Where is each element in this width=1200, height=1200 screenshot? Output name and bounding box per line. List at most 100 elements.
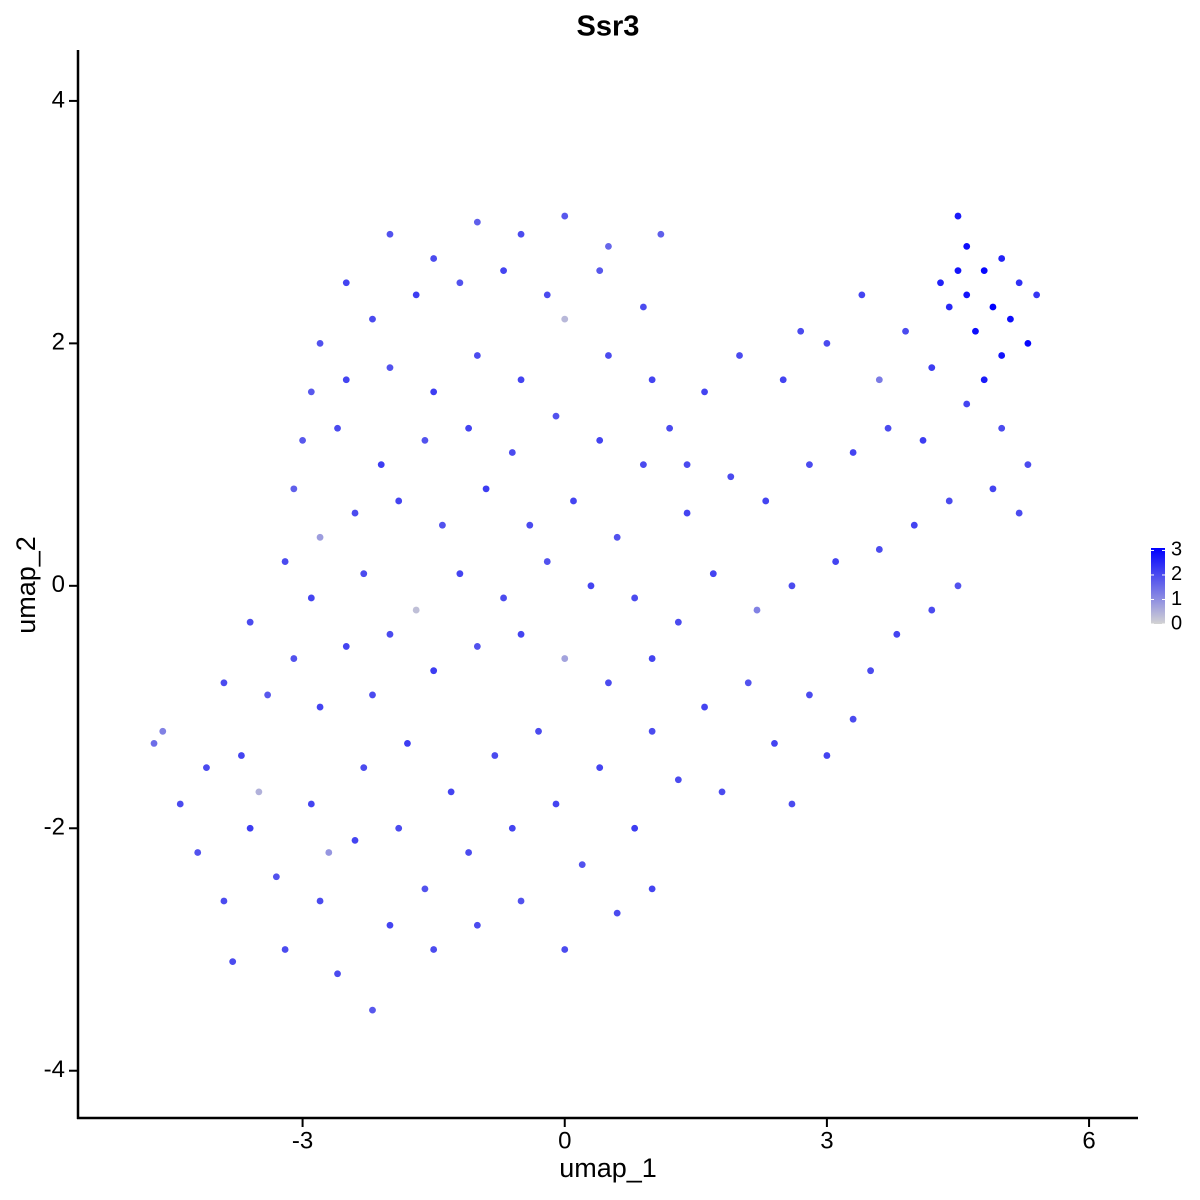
point [744,679,752,687]
point [194,849,202,856]
point [963,400,971,408]
point [281,558,289,565]
point [875,376,883,384]
colorbar-label: 2 [1171,563,1182,585]
point [246,824,254,832]
point [404,740,411,747]
point [919,436,927,444]
point [980,267,988,275]
point [648,655,656,662]
point [561,212,569,220]
point [806,691,813,699]
point [596,267,604,275]
point [910,521,918,529]
point [316,703,324,711]
point [674,776,682,784]
point [342,279,350,287]
point [447,788,455,796]
point [561,315,569,323]
point [1033,291,1041,299]
point [928,606,936,614]
point [648,885,656,893]
point [430,388,438,396]
point [657,230,665,238]
point [473,218,481,226]
point [473,643,481,650]
colorbar-label: 0 [1171,612,1182,634]
point [272,873,280,881]
point [605,679,612,687]
point [290,655,298,662]
point [491,752,499,759]
point [552,412,560,420]
point [762,497,770,505]
point [613,909,621,917]
colorbar-label: 1 [1171,588,1182,610]
point [561,655,569,662]
point [386,230,394,238]
point [980,376,988,384]
point [369,315,376,323]
point [517,376,525,384]
point [386,630,394,638]
point [386,921,394,929]
point [666,424,674,432]
point [963,242,971,250]
point [290,485,298,493]
point [203,764,210,772]
point [639,461,647,468]
colorbar-label: 3 [1171,539,1182,561]
point [867,667,874,675]
point [771,740,778,747]
point [430,255,438,262]
point [902,327,909,335]
point [517,230,525,238]
point [893,630,901,638]
point [159,727,167,735]
point [395,824,403,832]
point [176,800,184,808]
point [316,339,324,347]
point [552,800,560,808]
point [395,497,403,505]
point [1024,461,1032,468]
x-tick-label: 6 [1082,1127,1095,1154]
point [508,449,516,456]
point [500,594,507,602]
point [648,727,656,735]
point [430,946,438,953]
y-tick-label: -2 [44,814,65,841]
point [570,497,577,505]
point [482,485,490,493]
point [543,558,551,565]
point [806,461,813,468]
point [631,594,639,602]
point [334,970,341,978]
point [823,752,831,759]
point [421,885,429,893]
point [517,897,525,905]
point [727,473,735,481]
point [561,946,569,953]
point [1015,509,1023,517]
y-tick-label: 2 [52,329,65,356]
point [351,509,359,517]
point [797,327,805,335]
point [543,291,551,299]
point [858,291,866,299]
point [439,521,446,529]
point [299,436,306,444]
point [709,570,717,578]
point [360,764,368,772]
point [281,946,289,953]
point [701,388,708,396]
point [325,849,333,856]
point [473,352,481,359]
point [500,267,507,275]
point [386,364,394,372]
point [377,461,385,468]
point [351,836,359,844]
point [613,533,621,541]
point [587,582,595,590]
